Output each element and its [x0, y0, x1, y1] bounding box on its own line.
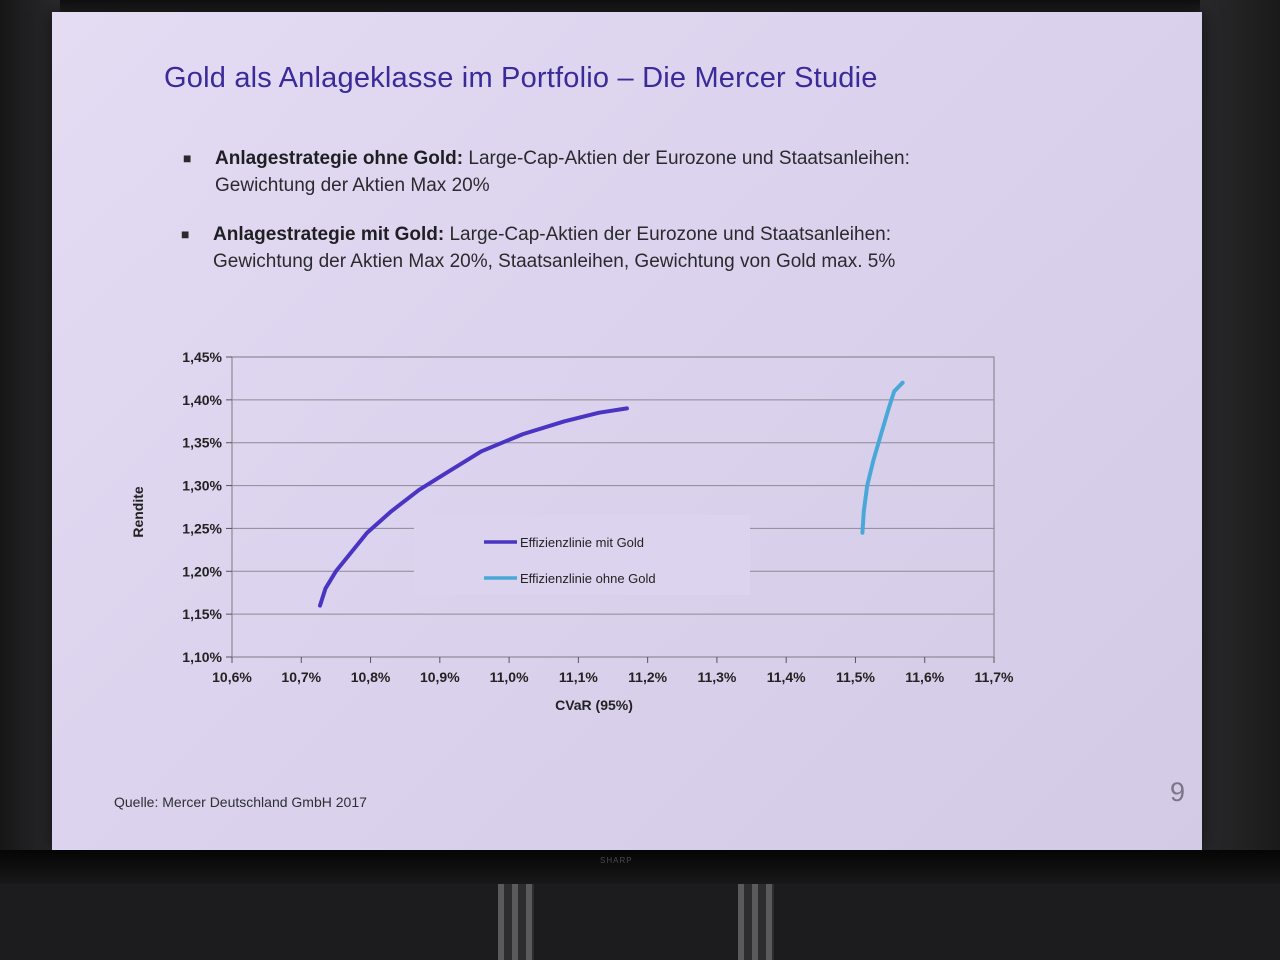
series-line-without-gold [860, 380, 905, 535]
y-tick-label: 1,10% [182, 649, 222, 665]
y-tick-label: 1,35% [182, 435, 222, 451]
bullet-text: Gewichtung der Aktien Max 20%, Staatsanl… [213, 251, 896, 272]
source-note: Quelle: Mercer Deutschland GmbH 2017 [114, 794, 367, 810]
slide-title: Gold als Anlageklasse im Portfolio – Die… [164, 62, 878, 94]
screen-frame [0, 850, 1280, 884]
y-tick-label: 1,30% [182, 478, 222, 494]
efficient-frontier-chart: 1,10% 1,15% 1,20% 1,25% 1,30% 1,35% 1,40% 1,45%… [130, 349, 1014, 713]
room-wall-right [1200, 0, 1280, 860]
series-line-with-gold [318, 406, 629, 608]
bullet-text: Gewichtung der Aktien Max 20% [215, 175, 490, 196]
truss-left [498, 884, 534, 960]
x-tick-label: 10,8% [351, 669, 391, 685]
x-axis-label: CVaR (95%) [555, 697, 633, 713]
presentation-slide: Gold als Anlageklasse im Portfolio – Die… [52, 12, 1202, 850]
brand-label: SHARP [600, 856, 633, 865]
x-tick-label: 11,2% [628, 669, 667, 685]
x-tick-label: 11,4% [767, 669, 806, 685]
x-tick-label: 11,3% [697, 669, 736, 685]
x-tick-label: 11,1% [559, 669, 598, 685]
x-tick-label: 10,6% [212, 669, 252, 685]
legend-label: Effizienzlinie mit Gold [520, 535, 644, 550]
x-tick-label: 11,0% [490, 669, 529, 685]
legend-box [414, 515, 750, 595]
x-tick-label: 11,5% [836, 669, 875, 685]
truss-right [738, 884, 774, 960]
room-wall-left [0, 0, 60, 860]
bullet-strategy-without-gold: ■ Anlagestrategie ohne Gold: Large-Cap-A… [183, 145, 1035, 199]
bullet-dot-icon: ■ [183, 150, 192, 166]
x-tick-label: 11,7% [975, 669, 1014, 685]
x-tick-label: 10,9% [420, 669, 460, 685]
y-tick-label: 1,20% [182, 563, 222, 579]
bullet-strategy-with-gold: ■ Anlagestrategie mit Gold: Large-Cap-Ak… [181, 221, 1033, 275]
y-axis-label: Rendite [130, 486, 146, 538]
page-number: 9 [1170, 777, 1186, 807]
y-tick-label: 1,15% [182, 606, 222, 622]
y-tick-label: 1,25% [182, 520, 222, 536]
y-tick-label: 1,45% [182, 349, 222, 365]
x-tick-label: 10,7% [281, 669, 321, 685]
plot-area-border [231, 356, 995, 658]
bullet-text: Large-Cap-Aktien der Eurozone und Staats… [444, 224, 891, 245]
y-tick-label: 1,40% [182, 392, 222, 408]
bullet-heading: Anlagestrategie mit Gold: [213, 224, 445, 245]
bullet-dot-icon: ■ [181, 226, 190, 242]
legend-label: Effizienzlinie ohne Gold [520, 571, 656, 586]
bullet-text: Large-Cap-Aktien der Eurozone und Staats… [463, 148, 910, 169]
x-tick-label: 11,6% [905, 669, 944, 685]
bullet-heading: Anlagestrategie ohne Gold: [215, 148, 464, 169]
